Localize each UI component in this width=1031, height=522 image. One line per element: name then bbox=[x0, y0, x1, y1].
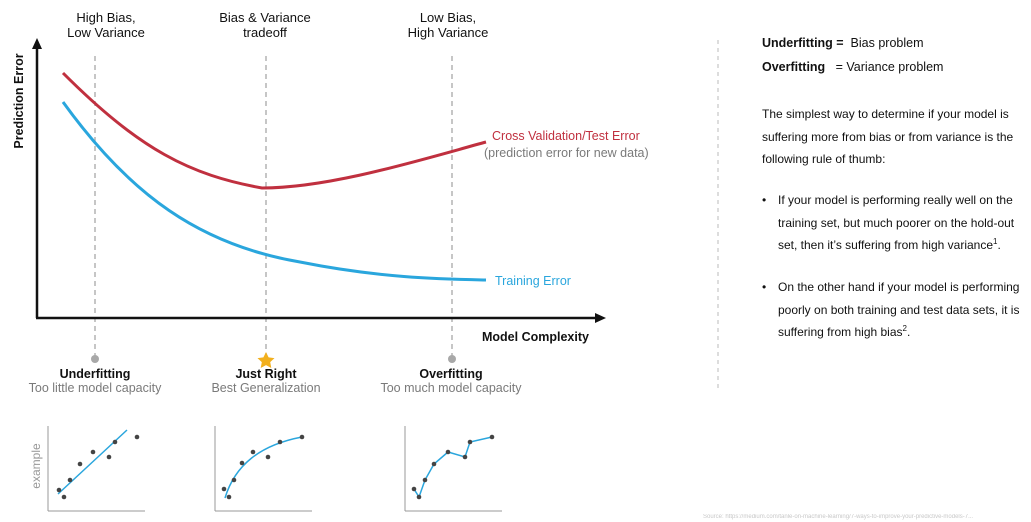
training-error-curve bbox=[61, 101, 487, 282]
example-overfit-plot bbox=[404, 426, 502, 512]
training-error-label: Training Error bbox=[495, 274, 571, 288]
example-underfit-plot bbox=[47, 426, 145, 512]
example-just-right-plot bbox=[214, 426, 312, 512]
header-tradeoff: Bias & Variance tradeoff bbox=[219, 10, 311, 40]
underfitting-subtitle: Too little model capacity bbox=[28, 381, 162, 395]
y-axis-arrow-icon bbox=[32, 38, 42, 49]
y-axis-label: Prediction Error bbox=[12, 53, 26, 149]
overfitting-subtitle: Too much model capacity bbox=[380, 381, 522, 395]
error-chart bbox=[32, 38, 719, 512]
header-high-bias: High Bias, Low Variance bbox=[67, 10, 145, 40]
test-error-sublabel: (prediction error for new data) bbox=[484, 146, 649, 160]
variance-definition: Overfitting = Variance problem bbox=[762, 60, 944, 74]
test-error-curve bbox=[61, 71, 487, 190]
header-high-variance: Low Bias, High Variance bbox=[407, 10, 489, 40]
overfitting-title: Overfitting bbox=[419, 367, 483, 381]
just-right-subtitle: Best Generalization bbox=[211, 381, 321, 395]
underfitting-marker bbox=[91, 355, 99, 363]
star-icon bbox=[257, 352, 275, 368]
bias-definition: Underfitting = Bias problem bbox=[762, 36, 924, 50]
example-label: example bbox=[29, 443, 43, 489]
test-error-label: Cross Validation/Test Error bbox=[492, 129, 640, 143]
source-note: Source: https://medium.com/tanle-on-mach… bbox=[703, 514, 974, 520]
overfitting-marker bbox=[448, 355, 456, 363]
x-axis-label: Model Complexity bbox=[482, 330, 589, 344]
just-right-title: Just Right bbox=[235, 367, 297, 381]
underfitting-title: Underfitting bbox=[59, 367, 131, 381]
rule-intro: The simplest way to determine if your mo… bbox=[762, 107, 1014, 166]
x-axis-arrow-icon bbox=[595, 313, 606, 323]
